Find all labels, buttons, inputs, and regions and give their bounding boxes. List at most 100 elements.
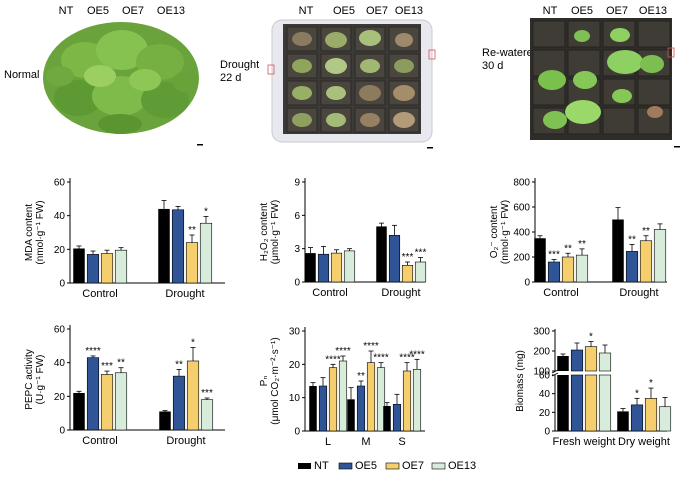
y-axis-label-line: (U·g⁻¹ FW) — [35, 355, 46, 405]
y-tick-label: 0 — [524, 278, 530, 289]
photo-label-nt: NT — [543, 5, 558, 17]
y-tick-label: 60 — [539, 371, 551, 382]
y-tick-label: 200 — [533, 347, 550, 358]
bar-nt-fresh-weight-upper — [557, 356, 569, 371]
y-tick-label: 20 — [539, 408, 551, 419]
y-tick-label: 400 — [513, 228, 530, 239]
bar-oe5-control — [86, 357, 100, 431]
bar-oe7-m — [366, 362, 376, 432]
significance-label: ** — [175, 359, 183, 370]
bar-oe5-control — [547, 261, 561, 283]
legend-label-nt: NT — [314, 460, 329, 472]
bar-oe7-s — [402, 370, 412, 432]
y-axis-label-line: H₂O₂ content — [259, 203, 270, 262]
bar-nt-drought — [612, 219, 624, 282]
bar-oe13-drought — [200, 399, 214, 431]
drought-tray-image — [267, 19, 436, 143]
y-axis-label-line: (μmol CO₂·m⁻²·s⁻¹) — [270, 337, 281, 424]
legend-swatch-oe13 — [431, 462, 446, 470]
bar-oe13-fresh-weight-lower — [598, 374, 612, 432]
significance-label: * — [649, 378, 653, 389]
photo-label-nt: NT — [299, 5, 314, 17]
photo-label-oe13: OE13 — [639, 5, 667, 17]
significance-label: **** — [363, 341, 379, 352]
x-category-label: Drought — [165, 288, 204, 300]
significance-label: ** — [564, 243, 572, 254]
photo-condition-rewatered: Re-watered 30 d — [482, 47, 542, 72]
significance-label: *** — [402, 252, 414, 263]
bar-nt-control — [73, 248, 85, 283]
significance-label: **** — [325, 354, 341, 365]
y-axis-label-line: (nmol·g⁻¹ FW) — [35, 200, 46, 264]
y-tick-label: 0 — [544, 427, 550, 438]
bar-oe13-dry-weight — [658, 406, 672, 432]
x-category-label: Control — [543, 287, 578, 299]
bar-oe7-dry-weight — [644, 398, 658, 432]
bar-oe13-drought — [653, 229, 667, 283]
y-tick-label: 200 — [513, 253, 530, 264]
bar-nt-m — [347, 399, 355, 431]
bar-nt-l — [309, 386, 317, 431]
y-tick-label: 800 — [513, 178, 530, 189]
y-axis-label: H₂O₂ content(μmol·g⁻¹ FW) — [259, 200, 281, 264]
y-tick-label: 3 — [294, 244, 300, 255]
significance-label: ** — [188, 225, 196, 236]
bar-oe7-drought — [639, 240, 653, 283]
x-category-label: S — [398, 436, 405, 448]
y-tick-label: 10 — [289, 393, 301, 404]
bar-oe7-drought — [185, 242, 199, 284]
bar-nt-drought — [158, 208, 170, 283]
y-tick-label: 40 — [54, 358, 66, 369]
legend-swatch-nt — [298, 463, 311, 469]
photo-label-nt: NT — [59, 5, 74, 17]
photo-label-oe13: OE13 — [157, 5, 185, 17]
significance-label: ** — [628, 235, 636, 246]
bar-oe7-control — [330, 252, 343, 283]
significance-label: ** — [578, 239, 586, 250]
bar-nt-control — [534, 238, 546, 282]
bar-oe13-s — [412, 369, 422, 432]
bar-oe13-l — [338, 360, 348, 432]
bar-nt-control — [73, 392, 85, 430]
photo-label-oe7: OE7 — [366, 5, 388, 17]
bar-nt-control — [305, 253, 316, 282]
bar-oe7-control — [100, 253, 114, 284]
y-tick-label: 0 — [294, 278, 300, 289]
y-axis-label-line: Pₙ — [259, 376, 270, 387]
photo-label-oe7: OE7 — [122, 5, 144, 17]
y-tick-label: 6 — [294, 211, 300, 222]
bar-oe5-m — [356, 385, 366, 432]
significance-label: **** — [373, 353, 389, 364]
significance-label: ** — [117, 358, 125, 369]
significance-label: **** — [85, 346, 101, 357]
bar-oe7-drought — [401, 265, 414, 283]
bar-nt-dry-weight — [617, 411, 629, 431]
y-axis-label: PEPC activity(U·g⁻¹ FW) — [24, 349, 46, 410]
y-tick-label: 20 — [54, 392, 66, 403]
significance-label: **** — [399, 353, 415, 364]
scale-bar — [197, 144, 203, 146]
photo-label-oe5: OE5 — [571, 5, 593, 17]
significance-label: ** — [642, 226, 650, 237]
rewatered-tray-image — [530, 18, 675, 140]
y-axis-label: MDA content(nmol·g⁻¹ FW) — [24, 200, 46, 264]
chart-h2o2-content: 0 3 6 9 H₂O₂ content(μmol·g⁻¹ FW) Control *** *… — [259, 178, 426, 300]
bar-oe5-drought — [625, 251, 639, 283]
bar-oe13-control — [114, 249, 128, 284]
x-category-label: M — [361, 436, 370, 448]
x-category-label: Control — [312, 287, 347, 299]
bar-oe13-fresh-weight-upper — [598, 352, 612, 372]
bar-oe7-drought — [186, 360, 200, 431]
bar-oe13-control — [343, 250, 356, 283]
photo-label-oe7: OE7 — [606, 5, 628, 17]
bar-oe7-fresh-weight-lower — [584, 374, 598, 432]
photo-condition-normal: Normal — [4, 69, 39, 81]
bar-oe7-fresh-weight-upper — [584, 346, 598, 372]
y-tick-label: 20 — [289, 360, 301, 371]
y-axis-label: Biomass (mg) — [515, 350, 526, 412]
y-axis-label-line: PEPC activity — [24, 349, 35, 410]
x-category-label: Drought — [619, 287, 658, 299]
